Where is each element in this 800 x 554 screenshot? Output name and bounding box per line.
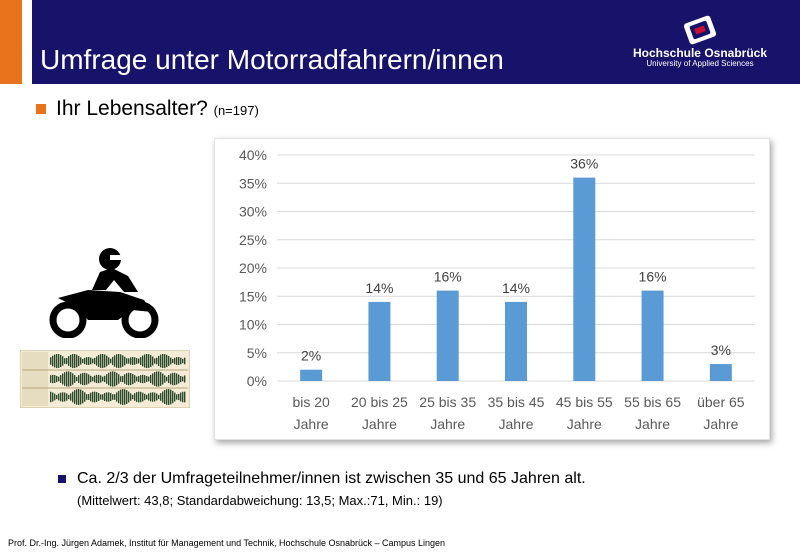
data-label: 16% xyxy=(639,269,667,285)
logo-name: Hochschule Osnabrück xyxy=(632,46,768,60)
x-tick-label: über 65 xyxy=(697,394,745,410)
y-tick-label: 15% xyxy=(239,288,267,304)
x-tick-label: 45 bis 55 xyxy=(556,394,613,410)
sample-size: (n=197) xyxy=(213,103,259,118)
x-tick-label: Jahre xyxy=(362,416,397,432)
bullet-square xyxy=(36,104,46,114)
data-label: 14% xyxy=(365,280,393,296)
header-band xyxy=(0,0,800,84)
motorcycle-rider-icon xyxy=(49,248,159,338)
bullet-square-small xyxy=(58,475,66,483)
bar-chart: 0% 5% 10% 15% 20% 25% 30% 35% 40% 2% bis 20 Jahre 14… xyxy=(239,147,755,432)
x-tick-label: Jahre xyxy=(635,416,670,432)
bar xyxy=(641,290,664,381)
x-tick-label: 25 bis 35 xyxy=(419,394,476,410)
footer-credit: Prof. Dr.-Ing. Jürgen Adamek, Institut f… xyxy=(8,538,446,548)
question-heading: Ihr Lebensalter? (n=197) xyxy=(56,97,259,121)
x-tick-label: Jahre xyxy=(703,416,738,432)
bar xyxy=(573,177,596,381)
x-tick-label: Jahre xyxy=(294,416,329,432)
y-tick-label: 30% xyxy=(239,204,267,220)
x-tick-label: bis 20 xyxy=(292,394,330,410)
university-logo-icon xyxy=(683,15,717,45)
bar xyxy=(709,364,732,381)
summary-text: Ca. 2/3 der Umfrageteilnehmer/innen ist … xyxy=(77,470,586,487)
y-tick-label: 25% xyxy=(239,232,267,248)
x-tick-label: Jahre xyxy=(430,416,465,432)
x-tick-label: Jahre xyxy=(498,416,533,432)
bar xyxy=(300,369,323,381)
data-label: 14% xyxy=(502,280,530,296)
header-gap xyxy=(22,0,32,84)
data-label: 2% xyxy=(301,348,321,364)
data-label: 3% xyxy=(711,342,731,358)
x-tick-label: 35 bis 45 xyxy=(488,394,545,410)
accent-bar xyxy=(0,0,22,84)
y-tick-label: 35% xyxy=(239,175,267,191)
question-text: Ihr Lebensalter? xyxy=(56,97,208,120)
slide-title: Umfrage unter Motorradfahrern/innen xyxy=(40,44,504,75)
x-tick-label: Jahre xyxy=(567,416,602,432)
summary-stats: (Mittelwert: 43,8; Standardabweichung: 1… xyxy=(77,493,443,508)
x-tick-label: 55 bis 65 xyxy=(624,394,681,410)
y-tick-label: 20% xyxy=(239,260,267,276)
logo-subtitle: University of Applied Sciences xyxy=(646,59,754,68)
bar xyxy=(436,290,459,381)
chart-container: 0% 5% 10% 15% 20% 25% 30% 35% 40% 2% bis 20 Jahre 14… xyxy=(214,138,770,440)
audio-waveform-icon xyxy=(20,350,190,408)
bar xyxy=(505,301,527,381)
data-label: 16% xyxy=(434,269,462,285)
y-tick-label: 40% xyxy=(239,147,267,163)
y-tick-label: 0% xyxy=(247,373,267,389)
university-logo: Hochschule Osnabrück University of Appli… xyxy=(610,14,790,74)
data-label: 36% xyxy=(570,156,598,172)
bar xyxy=(368,301,391,381)
y-tick-label: 10% xyxy=(239,317,267,333)
x-tick-label: 20 bis 25 xyxy=(351,394,408,410)
y-tick-label: 5% xyxy=(247,345,267,361)
